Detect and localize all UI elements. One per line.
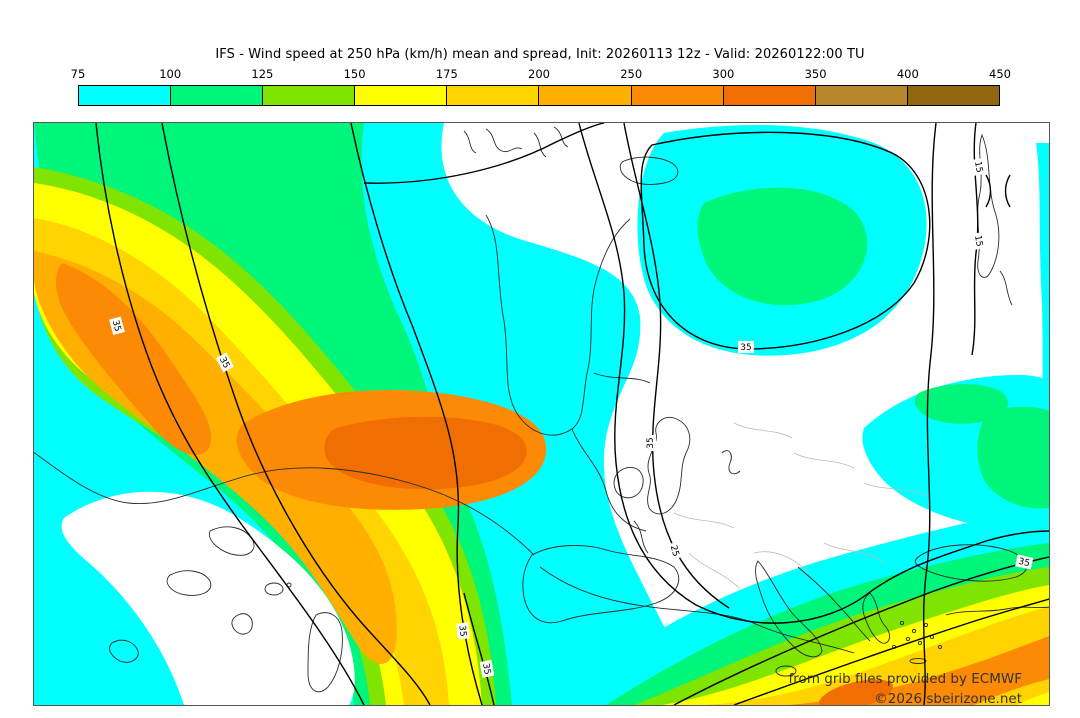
contour-label: 35 [646,437,656,448]
colorbar-segment-400-450 [907,86,999,105]
colorbar-tick-label: 175 [435,67,458,81]
page-title: IFS - Wind speed at 250 hPa (km/h) mean … [215,47,865,62]
colorbar-tick-label: 125 [251,67,274,81]
colorbar-segment-300-350 [723,86,816,105]
contour-label: 35 [740,343,751,353]
colorbar-scale [78,85,1000,106]
contour-label: 35 [110,319,123,333]
country-borders [673,422,927,589]
colorbar: 75 100 125 150 175 200 250 300 350 400 450 [71,67,1011,106]
contour-label: 35 [480,662,492,675]
map-figure: 35 35 35 35 35 25 35 15 15 35 from grib … [33,122,1050,706]
colorbar-segment-100-125 [171,86,264,105]
contour-label: 35 [456,625,467,637]
attribution-source: from grib files provided by ECMWF [789,671,1022,687]
colorbar-segment-200-250 [539,86,632,105]
colorbar-tick-label: 250 [620,67,643,81]
wind-map-svg: 35 35 35 35 35 25 35 15 15 35 from grib … [34,123,1049,705]
contour-label: 35 [217,356,231,371]
colorbar-segment-75-100 [79,86,172,105]
colorbar-tick-label: 100 [159,67,182,81]
contour-label: 35 [1017,557,1030,569]
colorbar-tick-label: 450 [989,67,1011,81]
contour-label: 15 [972,160,984,173]
contour-labels: 35 35 35 35 35 25 35 15 15 35 [109,157,1034,678]
colorbar-segment-250-300 [631,86,724,105]
colorbar-tick-label: 200 [528,67,550,81]
colorbar-segment-150-175 [355,86,448,105]
spread-contours [95,123,1049,705]
wind-fill-bands [34,123,1049,705]
colorbar-segment-175-200 [447,86,540,105]
colorbar-tick-label: 75 [70,67,86,81]
colorbar-segment-350-400 [815,86,908,105]
contour-label: 15 [972,234,984,247]
attribution-copyright: ©2026 sbeirizone.net [874,691,1022,705]
colorbar-tick-label: 150 [343,67,366,81]
colorbar-segment-125-150 [263,86,356,105]
contour-label: 25 [668,544,681,558]
colorbar-tick-label: 350 [804,67,827,81]
colorbar-tick-label: 300 [712,67,735,81]
colorbar-tick-label: 400 [896,67,919,81]
